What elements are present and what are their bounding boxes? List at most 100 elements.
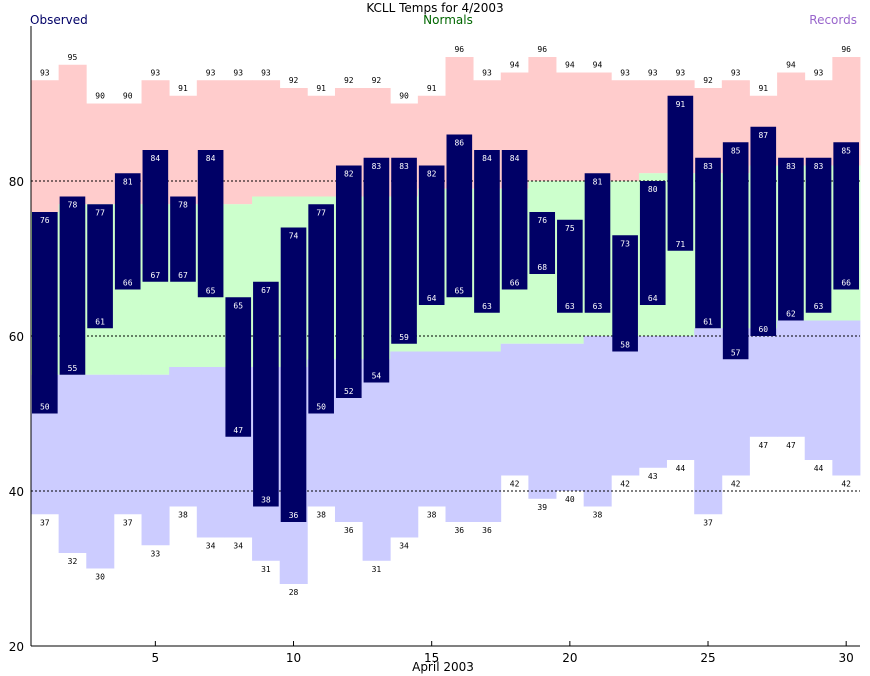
observed-low-label: 71 (676, 240, 686, 249)
observed-high-label: 67 (261, 286, 271, 295)
record-high-band-21 (583, 72, 612, 181)
record-low-label: 34 (206, 542, 216, 551)
observed-high-label: 74 (289, 232, 299, 241)
observed-high-label: 84 (510, 154, 520, 163)
record-low-band-20 (556, 343, 585, 491)
observed-low-label: 63 (814, 302, 824, 311)
x-tick-label: 20 (562, 651, 577, 665)
record-high-label: 93 (731, 68, 741, 77)
observed-high-label: 84 (206, 154, 216, 163)
observed-bar-23 (639, 181, 666, 305)
record-high-band-2 (58, 64, 87, 205)
observed-low-label: 38 (261, 496, 271, 505)
observed-high-label: 85 (841, 146, 851, 155)
x-tick-label: 15 (424, 651, 439, 665)
record-low-band-18 (500, 343, 529, 476)
record-low-label: 31 (261, 565, 271, 574)
record-low-band-21 (583, 336, 612, 507)
observed-bar-28 (778, 157, 804, 321)
record-low-band-14 (390, 351, 419, 538)
value-labels: 76 50 93 37 78 55 95 32 77 61 90 30 81 66 90 37 84 67 93 33… (40, 45, 851, 597)
observed-bar-27 (750, 126, 777, 336)
record-high-label: 93 (814, 68, 824, 77)
observed-high-label: 77 (316, 208, 326, 217)
axes (30, 26, 860, 647)
record-high-label: 92 (344, 76, 354, 85)
observed-high-label: 76 (40, 216, 50, 225)
record-high-band-19 (528, 57, 557, 181)
observed-low-label: 64 (427, 294, 437, 303)
record-high-label: 94 (565, 61, 575, 70)
record-high-label: 90 (123, 92, 133, 101)
record-low-label: 42 (731, 480, 741, 489)
record-high-label: 94 (593, 61, 603, 70)
observed-low-label: 63 (593, 302, 603, 311)
observed-high-label: 83 (703, 162, 713, 171)
observed-low-label: 55 (68, 364, 78, 373)
observed-high-label: 78 (68, 201, 78, 210)
y-tick-label: 20 (9, 640, 24, 654)
observed-bar-13 (363, 157, 390, 383)
observed-low-label: 57 (731, 348, 741, 357)
record-high-band-22 (611, 80, 640, 181)
observed-high-label: 73 (620, 239, 630, 248)
observed-bar-29 (805, 157, 832, 313)
x-axis-label: April 2003 (412, 660, 474, 674)
record-low-band-23 (638, 336, 667, 468)
x-tick-label: 30 (839, 651, 854, 665)
record-low-label: 37 (40, 518, 50, 527)
record-low-band-3 (86, 374, 115, 569)
record-low-band-22 (611, 336, 640, 476)
observed-low-label: 66 (841, 279, 851, 288)
record-high-label: 91 (178, 84, 188, 93)
record-low-label: 38 (593, 511, 603, 520)
record-low-label: 28 (289, 588, 299, 597)
record-high-band-29 (804, 80, 833, 166)
record-high-label: 93 (261, 68, 271, 77)
record-low-label: 42 (841, 480, 851, 489)
record-low-band-30 (832, 320, 861, 476)
record-low-label: 30 (95, 573, 105, 582)
record-low-label: 42 (620, 480, 630, 489)
observed-high-label: 81 (123, 177, 133, 186)
observed-low-label: 65 (454, 286, 464, 295)
observed-low-label: 66 (123, 279, 133, 288)
record-high-label: 92 (372, 76, 382, 85)
observed-low-label: 62 (786, 310, 796, 319)
tick-labels: 20 40 60 80 5 10 15 20 25 30 (9, 175, 854, 665)
record-high-label: 94 (510, 61, 520, 70)
observed-high-label: 82 (344, 170, 354, 179)
record-high-label: 90 (95, 92, 105, 101)
record-high-band-23 (638, 80, 667, 174)
record-high-label: 95 (68, 53, 78, 62)
observed-bar-1 (32, 212, 58, 414)
observed-bar-8 (225, 297, 252, 437)
observed-low-label: 66 (510, 279, 520, 288)
observed-low-label: 50 (316, 403, 326, 412)
observed-bar-18 (501, 150, 528, 290)
observed-high-label: 81 (593, 177, 603, 186)
observed-low-label: 61 (95, 317, 105, 326)
record-high-label: 91 (316, 84, 326, 93)
record-low-label: 36 (344, 526, 354, 535)
x-tick-label: 5 (152, 651, 160, 665)
observed-low-label: 59 (399, 333, 409, 342)
record-low-label: 40 (565, 495, 575, 504)
record-low-band-17 (473, 351, 502, 522)
legend-records: Records (809, 13, 857, 27)
record-low-band-6 (169, 367, 198, 507)
observed-bar-11 (308, 204, 334, 414)
record-high-label: 93 (206, 68, 216, 77)
record-high-label: 93 (620, 68, 630, 77)
observed-low-label: 67 (178, 271, 188, 280)
y-tick-label: 60 (9, 330, 24, 344)
observed-high-label: 75 (565, 224, 575, 233)
observed-bar-16 (446, 134, 473, 298)
observed-high-label: 83 (372, 162, 382, 171)
observed-low-label: 63 (482, 302, 492, 311)
record-high-band-8 (224, 80, 253, 205)
x-tick-label: 25 (700, 651, 715, 665)
observed-bar-10 (280, 227, 307, 522)
record-low-band-29 (804, 320, 833, 460)
record-low-band-2 (58, 374, 87, 553)
